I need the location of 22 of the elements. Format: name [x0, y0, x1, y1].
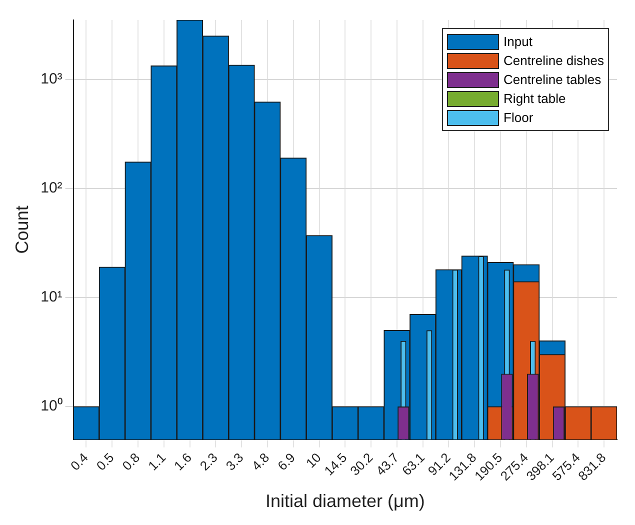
- x-tick-label: 1.1: [145, 450, 169, 474]
- x-tick-label: 30.2: [347, 450, 376, 478]
- x-tick-label: 6.9: [274, 450, 298, 474]
- x-tick-label: 0.5: [93, 450, 117, 474]
- x-tick-label: 3.3: [222, 450, 246, 474]
- y-tick-label: 10¹: [40, 288, 62, 306]
- legend-label: Floor: [504, 110, 534, 125]
- y-tick-label: 10⁰: [40, 398, 62, 415]
- legend-label: Right table: [504, 91, 566, 106]
- x-tick-label: 0.4: [67, 450, 91, 474]
- x-axis-title: Initial diameter (μm): [265, 491, 425, 512]
- x-tick-label: 2.3: [196, 450, 220, 474]
- legend-label: Input: [504, 34, 532, 49]
- x-tick-label: 4.8: [248, 450, 272, 474]
- x-tick-label: 10: [303, 450, 324, 471]
- y-axis-title: Count: [12, 206, 32, 254]
- y-tick-label: 10²: [40, 180, 62, 197]
- legend-label: Centreline tables: [504, 72, 602, 87]
- legend-label: Centreline dishes: [504, 53, 604, 68]
- y-tick-label: 10³: [40, 70, 62, 88]
- x-tick-label: 1.6: [171, 450, 194, 474]
- x-tick-label: 0.8: [119, 450, 143, 474]
